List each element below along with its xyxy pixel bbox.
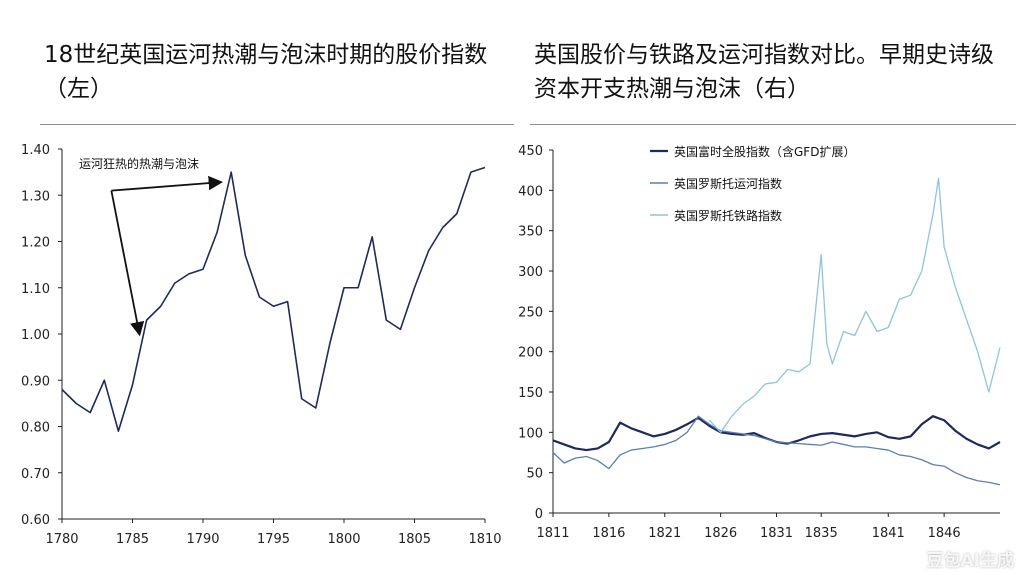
left-y-tick-label: 1.40	[21, 143, 50, 158]
right-x-tick-label: 1816	[592, 526, 625, 541]
left-chart-title: 18世纪英国运河热潮与泡沫时期的股价指数（左）	[44, 42, 488, 102]
right-x-tick-label: 1811	[536, 526, 569, 541]
left-y-tick-label: 0.60	[21, 513, 50, 528]
left-y-tick-label: 0.70	[21, 467, 50, 482]
right-y-tick-label: 300	[518, 265, 543, 280]
right-x-tick-label: 1831	[760, 526, 793, 541]
right-x-tick-label: 1835	[805, 526, 838, 541]
left-y-tick-label: 1.20	[21, 236, 50, 251]
right-y-tick-label: 100	[518, 426, 543, 441]
right-chart-title: 英国股价与铁路及运河指数对比。早期史诗级资本开支热潮与泡沫（右）	[534, 42, 994, 102]
right-x-tick-label: 1826	[704, 526, 737, 541]
left-y-tick-label: 1.10	[21, 282, 50, 297]
left-y-tick-label: 0.80	[21, 421, 50, 436]
right-line-chart: 0 50 100 150 200 250 300 350 400 450 1811 1816 1821 1…	[518, 144, 1001, 541]
left-x-tick-label: 1800	[327, 532, 360, 547]
watermark-text: 豆包AI生成	[926, 551, 1014, 571]
right-y-tick-label: 0	[535, 507, 543, 522]
left-y-tick-label: 0.90	[21, 374, 50, 389]
right-x-tick-label: 1841	[872, 526, 905, 541]
annotation-label: 运河狂热的热潮与泡沫	[79, 156, 199, 171]
left-x-tick-label: 1810	[468, 532, 501, 547]
right-y-tick-label: 250	[518, 305, 543, 320]
right-series-railway-line	[708, 177, 1001, 433]
right-x-tick-label: 1846	[928, 526, 961, 541]
right-title-divider	[530, 124, 1016, 125]
right-series-ftse-line	[552, 415, 1001, 452]
left-y-tick-label: 1.00	[21, 328, 50, 343]
right-x-tick-label: 1821	[648, 526, 681, 541]
annotation-arrow	[110, 190, 145, 337]
right-y-tick-label: 400	[518, 184, 543, 199]
right-series-canal-line	[552, 415, 1001, 486]
left-y-tick-label: 1.30	[21, 189, 50, 204]
left-x-tick-label: 1785	[116, 532, 149, 547]
legend-label: 英国罗斯托铁路指数	[674, 208, 782, 223]
left-x-tick-label: 1795	[257, 532, 290, 547]
left-x-tick-label: 1790	[186, 532, 219, 547]
right-y-tick-label: 50	[526, 467, 543, 482]
left-title-divider	[40, 124, 514, 125]
legend-label: 英国富时全股指数（含GFD扩展）	[674, 144, 855, 159]
left-line-chart: 0.60 0.70 0.80 0.90 1.00 1.10 1.20 1.30 1.40 1780…	[21, 143, 502, 547]
legend-label: 英国罗斯托运河指数	[674, 176, 782, 191]
right-y-tick-label: 150	[518, 386, 543, 401]
annotation-arrow	[111, 175, 223, 192]
right-y-tick-label: 350	[518, 225, 543, 240]
right-y-tick-label: 200	[518, 346, 543, 361]
left-series-line	[61, 166, 486, 432]
left-x-tick-label: 1805	[398, 532, 431, 547]
left-x-tick-label: 1780	[45, 532, 78, 547]
right-y-tick-label: 450	[518, 144, 543, 159]
